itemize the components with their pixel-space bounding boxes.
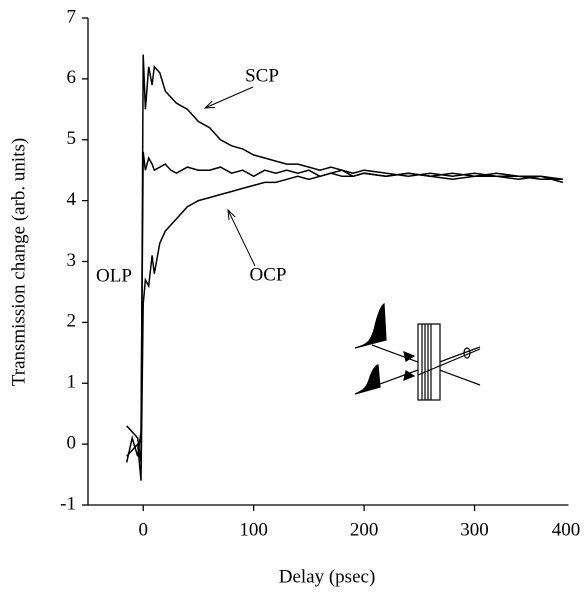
series-label: OLP [96, 265, 132, 286]
data-line [125, 151, 564, 463]
series-label: SCP [245, 65, 279, 86]
y-tick-label: -1 [60, 493, 76, 514]
series-label: OCP [250, 264, 287, 285]
arrow-head [203, 100, 216, 109]
label-arrow [204, 86, 254, 109]
y-tick-label: 3 [67, 250, 77, 271]
x-tick-label: 300 [460, 519, 489, 540]
x-axis-label: Delay (psec) [279, 566, 376, 587]
y-tick-label: 5 [67, 128, 77, 149]
y-tick-label: 2 [67, 311, 77, 332]
y-tick-label: 0 [67, 432, 77, 453]
y-axis-label: Transmission change (arb. units) [8, 138, 29, 386]
data-line [126, 54, 563, 463]
y-tick-label: 1 [67, 372, 77, 393]
y-tick-label: 6 [67, 67, 77, 88]
x-tick-label: 200 [350, 519, 379, 540]
label-arrow [227, 209, 256, 267]
x-tick-label: 100 [239, 519, 268, 540]
inset-diagram [354, 303, 481, 401]
data-line [126, 172, 564, 481]
x-tick-label: 400 [552, 519, 581, 540]
x-tick-label: 0 [138, 519, 148, 540]
arrow-head [227, 208, 236, 221]
y-tick-label: 7 [67, 6, 77, 27]
y-tick-label: 4 [67, 189, 77, 210]
